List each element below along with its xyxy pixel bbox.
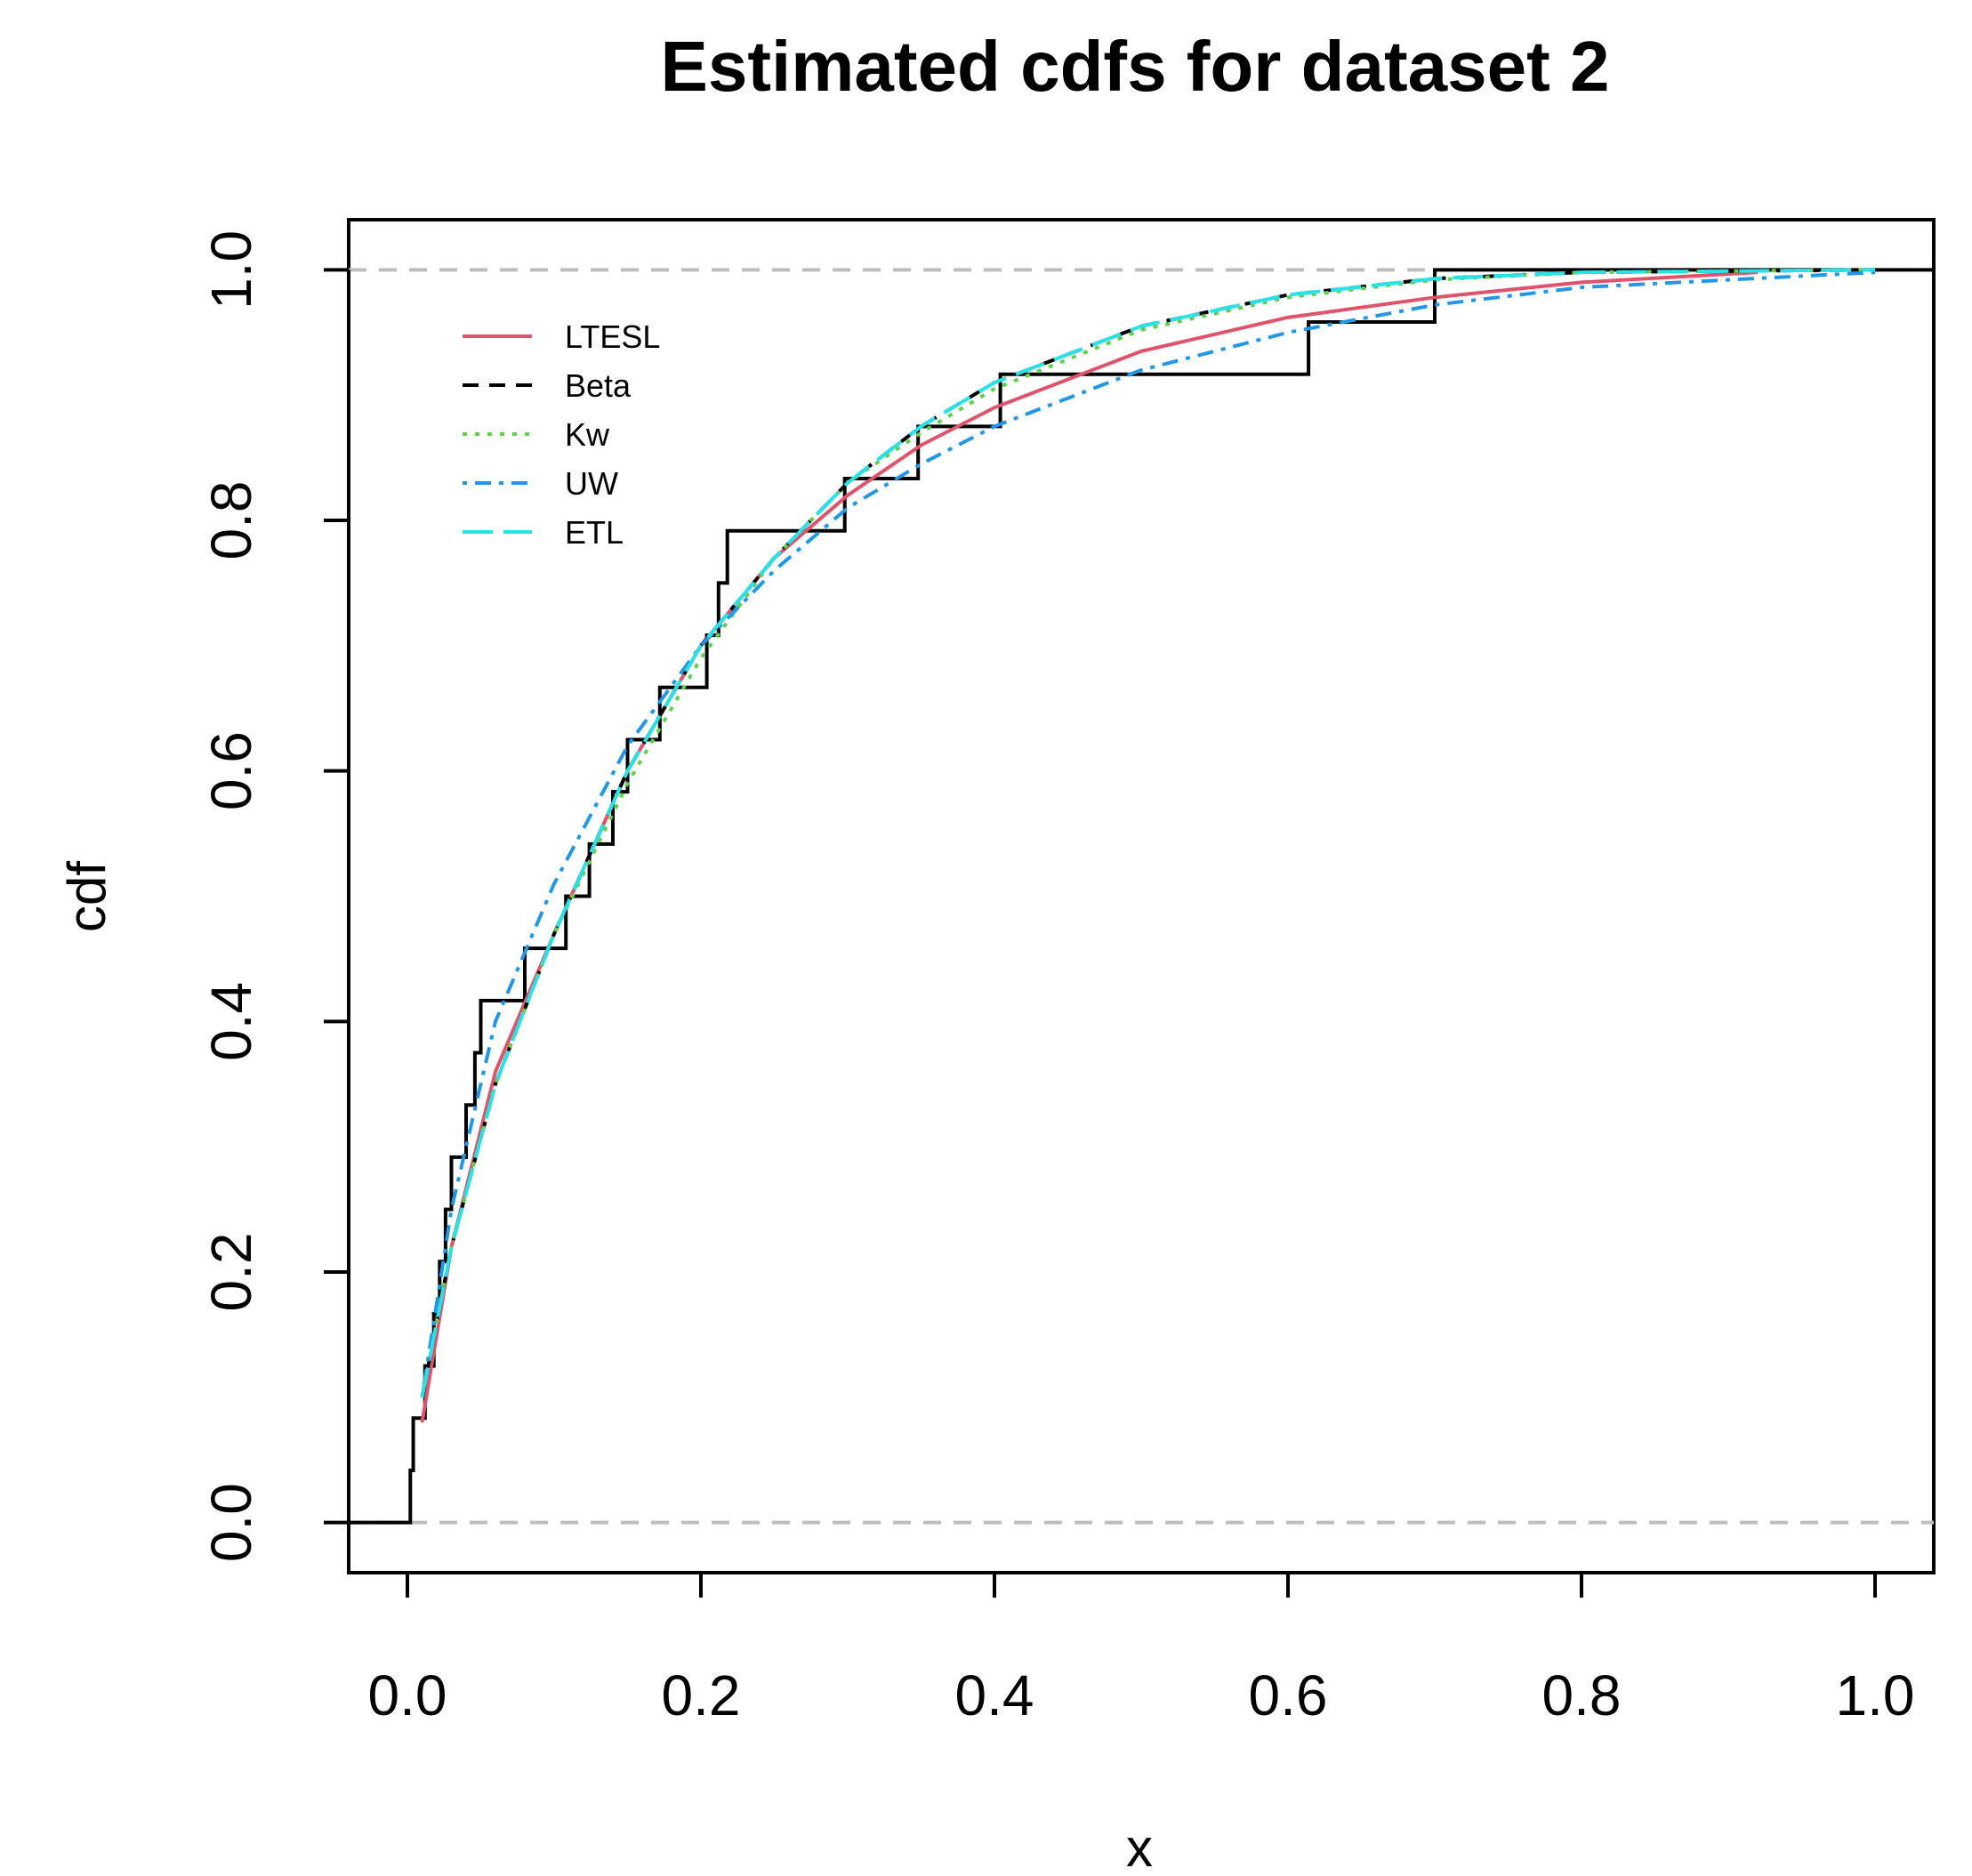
y-tick-label: 0.0	[199, 1483, 263, 1562]
y-axis-label: cdf	[57, 861, 117, 932]
series-line-kw	[420, 268, 1876, 1398]
x-tick-label: 0.8	[1542, 1663, 1622, 1727]
y-tick-label: 0.6	[199, 731, 263, 810]
fitted-curves	[420, 268, 1876, 1423]
y-axis: 0.0 0.2 0.4 0.6 0.8 1.0	[199, 230, 350, 1562]
x-tick-label: 0.0	[368, 1663, 447, 1727]
x-tick-label: 0.6	[1249, 1663, 1328, 1727]
y-tick-label: 0.4	[199, 982, 263, 1061]
series-line-uw	[420, 270, 1876, 1398]
ecdf-step-line	[349, 268, 1934, 1525]
x-axis-label: x	[1126, 1818, 1153, 1876]
series-line-etl	[420, 268, 1876, 1398]
x-tick-label: 0.4	[955, 1663, 1034, 1727]
y-tick-label: 1.0	[199, 230, 263, 310]
y-tick-label: 0.8	[199, 481, 263, 560]
legend: LTESL Beta Kw UW ETL	[463, 318, 660, 551]
x-tick-label: 1.0	[1836, 1663, 1915, 1727]
x-tick-label: 0.2	[662, 1663, 741, 1727]
series-line-ltesl	[420, 270, 1759, 1423]
legend-label-ltesl: LTESL	[565, 318, 660, 355]
legend-label-uw: UW	[565, 465, 618, 502]
legend-label-etl: ETL	[565, 514, 624, 551]
legend-label-kw: Kw	[565, 416, 610, 453]
y-tick-label: 0.2	[199, 1233, 263, 1312]
ecdf-layer	[349, 268, 1934, 1525]
reference-lines	[349, 268, 1934, 1525]
legend-label-beta: Beta	[565, 367, 632, 404]
series-line-beta	[420, 268, 1876, 1398]
chart-title: Estimated cdfs for dataset 2	[661, 27, 1610, 106]
x-axis: 0.0 0.2 0.4 0.6 0.8 1.0	[368, 1571, 1915, 1727]
